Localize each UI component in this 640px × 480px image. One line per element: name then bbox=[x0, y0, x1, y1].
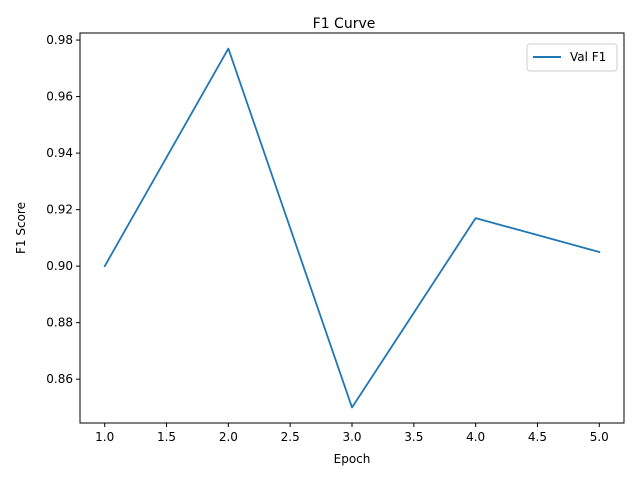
chart-title: F1 Curve bbox=[313, 16, 376, 32]
x-tick-label: 4.0 bbox=[466, 430, 485, 444]
y-tick-label: 0.88 bbox=[46, 316, 73, 330]
legend-label-val-f1: Val F1 bbox=[570, 50, 606, 64]
y-tick-label: 0.96 bbox=[46, 90, 73, 104]
x-tick-label: 5.0 bbox=[590, 430, 609, 444]
plot-area bbox=[79, 32, 625, 424]
legend-box bbox=[526, 43, 618, 72]
x-tick-label: 2.0 bbox=[219, 430, 238, 444]
x-tick-label: 1.5 bbox=[157, 430, 176, 444]
series-line-val-f1 bbox=[103, 47, 601, 409]
y-tick-label: 0.98 bbox=[46, 33, 73, 47]
series-layer bbox=[103, 47, 601, 409]
x-axis: 1.0 1.5 2.0 2.5 3.0 3.5 4.0 4.5 5.0 bbox=[95, 423, 609, 444]
y-tick-label: 0.94 bbox=[46, 146, 73, 160]
x-tick-label: 1.0 bbox=[95, 430, 114, 444]
x-tick-label: 3.5 bbox=[404, 430, 423, 444]
x-tick-label: 3.0 bbox=[342, 430, 361, 444]
y-tick-label: 0.92 bbox=[46, 203, 73, 217]
x-axis-label: Epoch bbox=[334, 452, 371, 466]
y-tick-label: 0.90 bbox=[46, 259, 73, 273]
y-tick-label: 0.86 bbox=[46, 372, 73, 386]
x-tick-label: 2.5 bbox=[281, 430, 300, 444]
x-tick-label: 4.5 bbox=[528, 430, 547, 444]
y-axis: 0.86 0.88 0.90 0.92 0.94 0.96 0.98 bbox=[46, 33, 80, 386]
legend: Val F1 bbox=[526, 43, 618, 72]
y-axis-label: F1 Score bbox=[14, 202, 28, 254]
